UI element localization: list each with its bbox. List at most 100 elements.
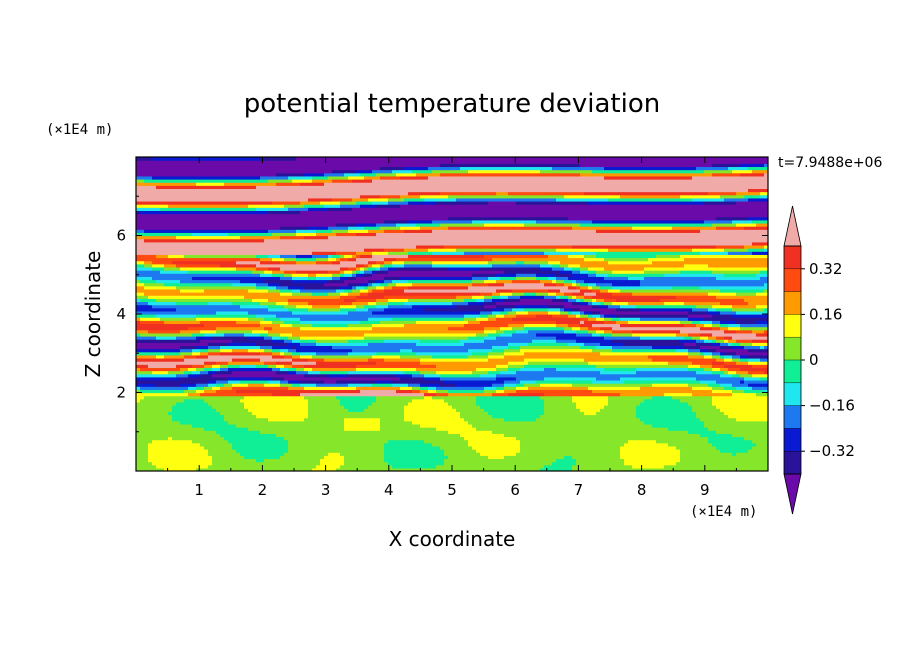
field-cell xyxy=(684,455,689,460)
field-cell xyxy=(212,458,217,463)
field-cell xyxy=(392,458,397,463)
field-cell xyxy=(288,467,293,471)
field-cell xyxy=(632,464,637,469)
field-cell xyxy=(188,467,193,471)
field-cell xyxy=(760,458,765,463)
field-cell xyxy=(476,449,481,453)
field-cell xyxy=(616,464,621,469)
field-cell xyxy=(172,461,177,466)
field-cell xyxy=(224,452,229,456)
field-cell xyxy=(580,464,585,469)
field-cell xyxy=(556,458,561,463)
field-cell xyxy=(596,455,601,460)
field-cell xyxy=(396,464,401,469)
field-cell xyxy=(708,449,713,453)
field-cell xyxy=(156,461,161,466)
field-cell xyxy=(524,464,529,469)
field-cell xyxy=(356,452,361,456)
field-cell xyxy=(588,461,593,466)
field-cell xyxy=(460,464,465,469)
field-cell xyxy=(624,461,629,466)
field-cell xyxy=(256,458,261,463)
field-cell xyxy=(724,455,729,460)
field-cell xyxy=(472,461,477,466)
field-cell xyxy=(468,464,473,469)
field-cell xyxy=(172,458,177,463)
field-cell xyxy=(564,464,569,469)
field-cell xyxy=(164,452,169,456)
field-cell xyxy=(332,467,337,471)
field-cell xyxy=(492,449,497,453)
field-cell xyxy=(524,467,529,471)
field-cell xyxy=(196,467,201,471)
field-cell xyxy=(356,449,361,453)
field-cell xyxy=(168,461,173,466)
field-cell xyxy=(704,455,709,460)
field-cell xyxy=(500,458,505,463)
field-cell xyxy=(624,449,629,453)
field-cell xyxy=(572,461,577,466)
field-cell xyxy=(408,461,413,466)
field-cell xyxy=(756,464,761,469)
field-cell xyxy=(692,449,697,453)
field-cell xyxy=(668,467,673,471)
field-cell xyxy=(496,467,501,471)
field-cell xyxy=(172,455,177,460)
field-cell xyxy=(308,461,313,466)
field-cell xyxy=(744,452,749,456)
field-cell xyxy=(416,461,421,466)
field-cell xyxy=(316,461,321,466)
field-cell xyxy=(364,452,369,456)
field-cell xyxy=(368,449,373,453)
field-cell xyxy=(760,449,765,453)
field-cell xyxy=(160,461,165,466)
field-cell xyxy=(144,458,149,463)
field-cell xyxy=(448,464,453,469)
field-cell xyxy=(296,449,301,453)
field-cell xyxy=(756,458,761,463)
field-cell xyxy=(676,455,681,460)
field-cell xyxy=(372,467,377,471)
field-cell xyxy=(444,452,449,456)
field-cell xyxy=(376,464,381,469)
field-cell xyxy=(600,452,605,456)
field-cell xyxy=(548,464,553,469)
field-cell xyxy=(320,464,325,469)
field-cell xyxy=(356,464,361,469)
field-cell xyxy=(252,455,257,460)
field-cell xyxy=(720,455,725,460)
field-cell xyxy=(412,467,417,471)
field-cell xyxy=(712,464,717,469)
field-cell xyxy=(296,455,301,460)
field-cell xyxy=(492,455,497,460)
field-cell xyxy=(468,461,473,466)
field-cell xyxy=(148,458,153,463)
field-cell xyxy=(476,464,481,469)
field-cell xyxy=(632,455,637,460)
field-cell xyxy=(460,467,465,471)
field-cell xyxy=(572,464,577,469)
field-cell xyxy=(472,455,477,460)
field-cell xyxy=(444,461,449,466)
field-cell xyxy=(236,464,241,469)
field-cell xyxy=(564,452,569,456)
field-cell xyxy=(216,461,221,466)
field-cell xyxy=(588,452,593,456)
field-cell xyxy=(484,449,489,453)
field-cell xyxy=(416,464,421,469)
field-cell xyxy=(412,449,417,453)
field-cell xyxy=(540,449,545,453)
field-cell xyxy=(748,452,753,456)
field-cell xyxy=(328,467,333,471)
field-cell xyxy=(696,458,701,463)
field-cell xyxy=(516,464,521,469)
field-cell xyxy=(668,458,673,463)
field-cell xyxy=(408,452,413,456)
field-cell xyxy=(184,458,189,463)
field-cell xyxy=(692,455,697,460)
field-cell xyxy=(700,455,705,460)
time-label: t=7.9488e+06 xyxy=(778,155,882,171)
field-cell xyxy=(156,455,161,460)
field-cell xyxy=(544,452,549,456)
field-cell xyxy=(752,467,757,471)
